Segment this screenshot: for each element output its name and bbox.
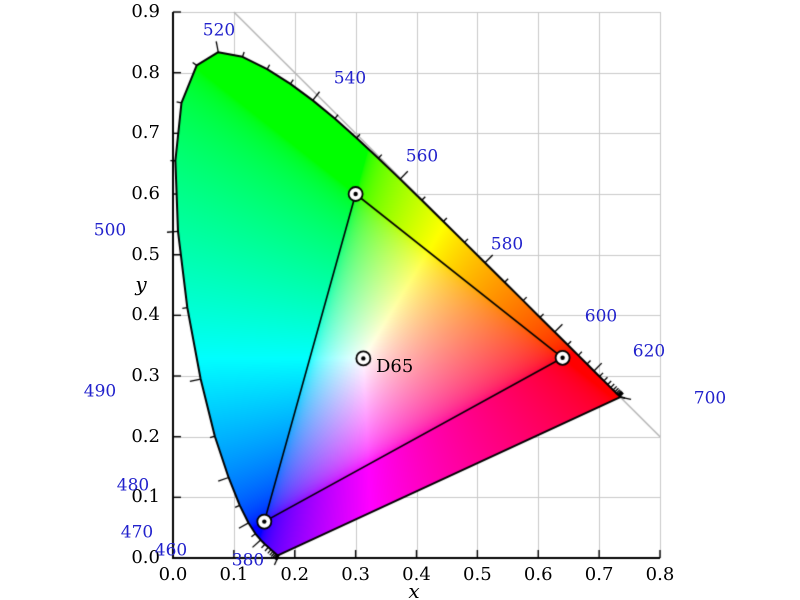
chromaticity-diagram: x y D65 0.0 0.1 0.2 0.3 0.4 0.5 0.6 0.7 0.8 0.0 0.… — [0, 0, 800, 600]
chromaticity-canvas — [0, 0, 800, 600]
